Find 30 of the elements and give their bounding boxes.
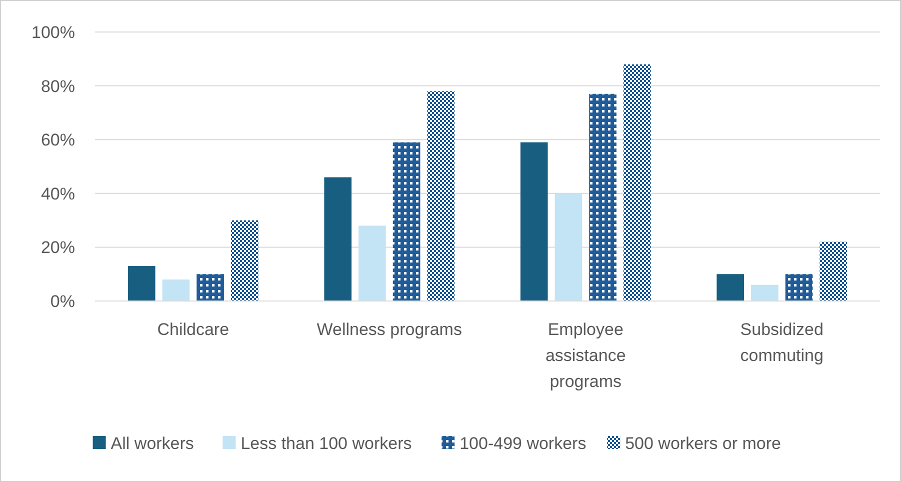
x-tick-label: Wellness programs — [316, 320, 462, 339]
bar — [623, 64, 651, 301]
bar — [554, 193, 582, 301]
y-tick-label: 60% — [40, 130, 75, 150]
x-tick-label: Subsidized commuting — [740, 320, 824, 365]
y-tick-label: 20% — [40, 238, 75, 258]
bar — [358, 226, 386, 301]
legend-label: 500 workers or more — [625, 434, 781, 453]
bar — [392, 142, 420, 301]
y-tick-label: 40% — [40, 184, 75, 204]
y-tick-label: 0% — [50, 292, 75, 311]
x-tick-label: Childcare — [157, 320, 230, 339]
legend-label: Less than 100 workers — [240, 434, 412, 453]
bar — [520, 142, 548, 301]
y-tick-label: 80% — [40, 76, 75, 96]
bar — [820, 242, 848, 301]
bar — [230, 220, 258, 301]
bar — [162, 279, 190, 301]
bar — [427, 91, 455, 301]
bar — [751, 284, 778, 301]
bar — [324, 177, 352, 301]
legend-label: 100-499 workers — [460, 434, 586, 453]
legend-label: All workers — [110, 434, 194, 453]
y-tick-label: 100% — [32, 22, 75, 42]
x-tick-label: Employee assistance programs — [545, 320, 626, 391]
bar — [589, 94, 616, 301]
bar — [196, 274, 224, 301]
bar — [785, 274, 813, 301]
bar — [716, 274, 744, 301]
bar — [128, 266, 156, 301]
